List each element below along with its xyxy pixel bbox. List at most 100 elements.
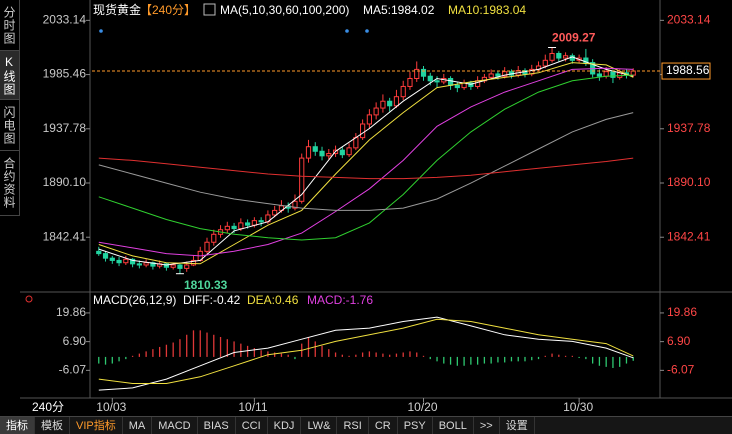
y-tick-label: 1937.78 <box>667 121 711 135</box>
y-tick-label: 1890.10 <box>43 175 87 189</box>
tab[interactable]: KDJ <box>268 417 302 434</box>
candle-body <box>109 257 115 261</box>
ma-line <box>98 67 634 257</box>
macd-line <box>98 318 634 384</box>
candle-body <box>630 70 636 76</box>
candle-body <box>190 259 197 266</box>
y-tick-label: 1890.10 <box>667 175 711 189</box>
tab-bar: 指标 模板 VIP指标 MA MACD BIAS CCI KDJ LW& RSI CR PSY BOLL… <box>0 416 732 434</box>
ma-icon[interactable] <box>203 3 216 16</box>
sidebar-tab[interactable]: 分时图 <box>0 0 20 51</box>
x-tick-label: 10/11 <box>238 400 267 414</box>
sidebar-tab[interactable]: K线图 <box>0 51 20 100</box>
annotation: 1810.33 <box>184 278 228 292</box>
candle-body <box>123 258 129 264</box>
sidebar-tab[interactable]: 闪电图 <box>0 100 20 151</box>
chart-title: 现货黄金 <box>93 2 141 17</box>
candle-body <box>360 123 366 139</box>
tab[interactable]: 指标 <box>0 417 35 434</box>
macd-title: MACD(26,12,9) <box>93 293 176 307</box>
sidebar-tab[interactable]: 合约资料 <box>0 151 20 216</box>
candle-body <box>427 75 433 82</box>
candle-body <box>204 241 210 252</box>
candle-body <box>245 222 251 226</box>
candle-body <box>305 146 312 159</box>
x-tick-label: 10/30 <box>563 400 593 414</box>
candle-body <box>170 264 176 268</box>
candle-body <box>163 263 170 268</box>
last-price-box <box>661 62 711 80</box>
candle-body <box>414 68 420 80</box>
indicator-icon[interactable] <box>25 295 33 303</box>
tab[interactable]: BOLL <box>433 417 474 434</box>
legend-entry: DEA:0.46 <box>247 293 299 307</box>
y-tick-label: 1842.41 <box>43 229 87 243</box>
candle-body <box>116 259 122 264</box>
tab[interactable]: CCI <box>236 417 268 434</box>
candle-body <box>468 82 474 87</box>
y-tick-label: -6.07 <box>59 363 87 377</box>
candle-body <box>184 264 190 269</box>
x-tick-label: 10/20 <box>408 400 438 414</box>
ma-line <box>98 62 634 265</box>
candle-body <box>596 73 603 77</box>
y-tick-label: 1842.41 <box>667 229 711 243</box>
candle-body <box>495 73 501 77</box>
tab[interactable]: 模板 <box>35 417 70 434</box>
candle-body <box>292 200 298 209</box>
event-dot <box>365 29 369 33</box>
tab[interactable]: RSI <box>337 417 369 434</box>
candle-body <box>136 263 142 266</box>
ma-line <box>98 112 634 211</box>
tab[interactable]: MACD <box>152 417 198 434</box>
x-tick-label: 10/03 <box>96 400 126 414</box>
tab[interactable]: CR <box>369 417 398 434</box>
tab[interactable]: LW& <box>301 417 338 434</box>
candle-body <box>346 147 352 156</box>
event-dot <box>99 29 103 33</box>
y-tick-label: 19.86 <box>56 305 86 319</box>
candle-body <box>434 80 440 83</box>
candle-body <box>96 250 102 255</box>
candle-body <box>454 84 460 89</box>
legend-entry: MA5:1984.02 <box>363 3 435 17</box>
chart: 现货黄金 【240分】 MA(5,10,30,60,100,200) MACD(… <box>20 0 732 414</box>
candle-body <box>407 78 413 87</box>
chart-subtitle: 【240分】 <box>140 3 196 17</box>
candle-body <box>177 264 183 269</box>
candle-body <box>610 71 616 78</box>
candle-body <box>400 85 406 98</box>
y-tick-label: -6.07 <box>667 363 695 377</box>
y-tick-label: 2033.14 <box>43 13 87 27</box>
y-tick-label: 1937.78 <box>43 121 87 135</box>
candle-body <box>542 59 548 67</box>
tab[interactable]: >> <box>474 417 500 434</box>
candle-body <box>502 71 508 77</box>
tab[interactable]: VIP指标 <box>70 417 123 434</box>
candle-body <box>366 114 372 125</box>
candle-body <box>224 225 230 231</box>
tab[interactable]: 设置 <box>500 417 535 434</box>
ma-line <box>98 157 634 180</box>
candle-body <box>393 96 400 107</box>
candle-body <box>562 55 569 59</box>
candle-body <box>143 262 149 266</box>
event-dot <box>345 29 349 33</box>
candle-body <box>299 157 305 202</box>
candle-body <box>380 100 386 109</box>
tab[interactable]: MA <box>123 417 153 434</box>
candle-body <box>326 153 332 157</box>
candle-body <box>272 209 278 216</box>
tab[interactable]: PSY <box>398 417 433 434</box>
last-price-label: 1988.56 <box>666 63 710 77</box>
candle-body <box>339 149 345 156</box>
candle-body <box>238 222 244 230</box>
y-tick-label: 1985.46 <box>43 67 87 81</box>
candle-body <box>549 52 555 61</box>
candle-body <box>420 68 427 77</box>
legend-entry: DIFF:-0.42 <box>183 293 241 307</box>
candle-body <box>373 107 379 116</box>
tab[interactable]: BIAS <box>198 417 236 434</box>
period-label: 240分 <box>32 400 64 414</box>
